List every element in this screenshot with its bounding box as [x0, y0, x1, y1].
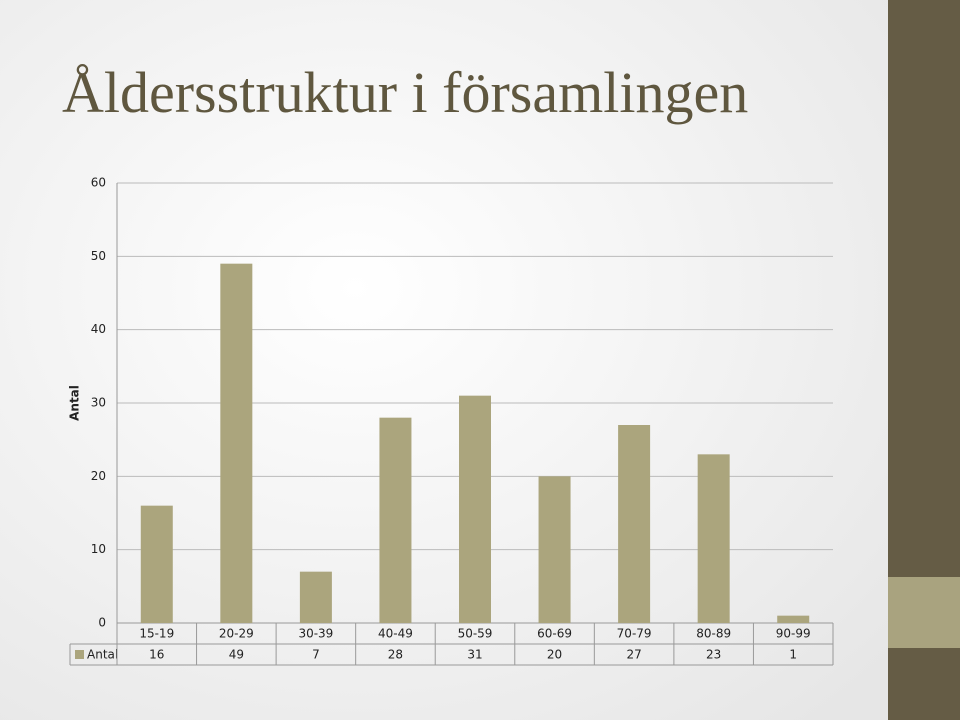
y-tick-label: 40	[91, 322, 106, 336]
table-value: 23	[706, 648, 721, 662]
bar	[618, 425, 651, 623]
x-tick-label: 90-99	[776, 627, 811, 641]
y-tick-label: 20	[91, 469, 106, 483]
bar	[379, 417, 412, 623]
x-tick-label: 40-49	[378, 627, 413, 641]
legend-key	[75, 650, 84, 659]
x-tick-label: 60-69	[537, 627, 572, 641]
table-value: 1	[789, 648, 797, 662]
bar	[299, 571, 332, 623]
y-tick-label: 10	[91, 542, 106, 556]
bar	[459, 395, 491, 623]
side-accent	[888, 577, 960, 648]
y-tick-label: 60	[91, 176, 106, 190]
table-value: 49	[229, 648, 244, 662]
y-axis-label: Antal	[68, 385, 82, 421]
x-tick-label: 20-29	[219, 627, 254, 641]
chart-title: Åldersstruktur i församlingen	[62, 60, 748, 125]
bar	[777, 615, 810, 623]
x-tick-label: 50-59	[458, 627, 493, 641]
table-value: 28	[388, 648, 403, 662]
x-tick-label: 70-79	[617, 627, 652, 641]
x-tick-label: 15-19	[139, 627, 174, 641]
x-tick-label: 80-89	[696, 627, 731, 641]
legend-label: Antal	[87, 648, 118, 662]
y-tick-label: 0	[98, 616, 106, 630]
bar	[697, 454, 730, 623]
table-value: 31	[467, 648, 482, 662]
table-value: 7	[312, 648, 320, 662]
bar	[538, 476, 571, 623]
table-value: 20	[547, 648, 562, 662]
table-value: 16	[149, 648, 164, 662]
y-tick-label: 30	[91, 396, 106, 410]
bar	[220, 263, 253, 623]
table-value: 27	[626, 648, 641, 662]
bar	[140, 505, 173, 623]
y-tick-label: 50	[91, 249, 106, 263]
x-tick-label: 30-39	[298, 627, 333, 641]
